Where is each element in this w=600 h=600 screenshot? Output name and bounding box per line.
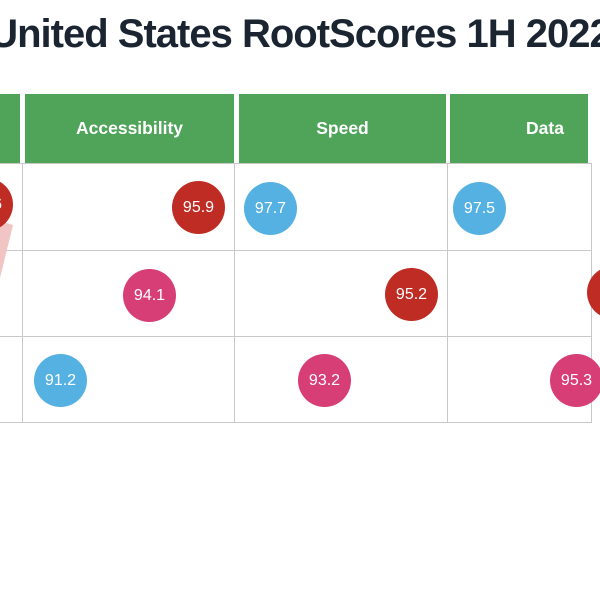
score-bubble-row3-speed: 93.2 — [298, 354, 351, 407]
cell-row3-cropped — [0, 337, 23, 423]
header-cell-speed: Speed — [239, 94, 446, 163]
header-label-speed: Speed — [316, 118, 369, 138]
cell-row2-data — [448, 251, 592, 337]
page-title: United States RootScores 1H 2022 — [0, 12, 600, 56]
header-label-accessibility: Accessibility — [76, 118, 183, 138]
score-value: 93.2 — [308, 371, 341, 389]
score-bubble-row1-accessibility: 95.9 — [172, 181, 225, 234]
score-bubble-row2-accessibility: 94.1 — [123, 269, 176, 322]
score-bubble-row3-accessibility: 91.2 — [34, 354, 87, 407]
score-value: 97.7 — [254, 199, 287, 217]
annotation-wedge — [0, 221, 13, 278]
score-value: 95.2 — [395, 285, 428, 303]
score-value: 94.1 — [133, 286, 166, 304]
score-value: 95.3 — [560, 371, 593, 389]
score-value: 91.2 — [44, 371, 77, 389]
cell-row2-cropped — [0, 251, 23, 337]
score-value: 95.9 — [182, 198, 215, 216]
header-cell-data: Data — [450, 94, 588, 163]
header-cell-accessibility: Accessibility — [25, 94, 234, 163]
header-label-data: Data — [526, 118, 564, 138]
header-cell-cropped — [0, 94, 20, 163]
score-bubble-row2-speed: 95.2 — [385, 268, 438, 321]
score-value: 97.5 — [463, 199, 496, 217]
score-bubble-row1-data: 97.5 — [453, 182, 506, 235]
score-bubble-row3-data: 95.3 — [550, 354, 600, 407]
score-bubble-row2-data-cropped — [587, 266, 600, 319]
score-bubble-row1-speed: 97.7 — [244, 182, 297, 235]
score-value: 95.6 — [0, 196, 2, 214]
